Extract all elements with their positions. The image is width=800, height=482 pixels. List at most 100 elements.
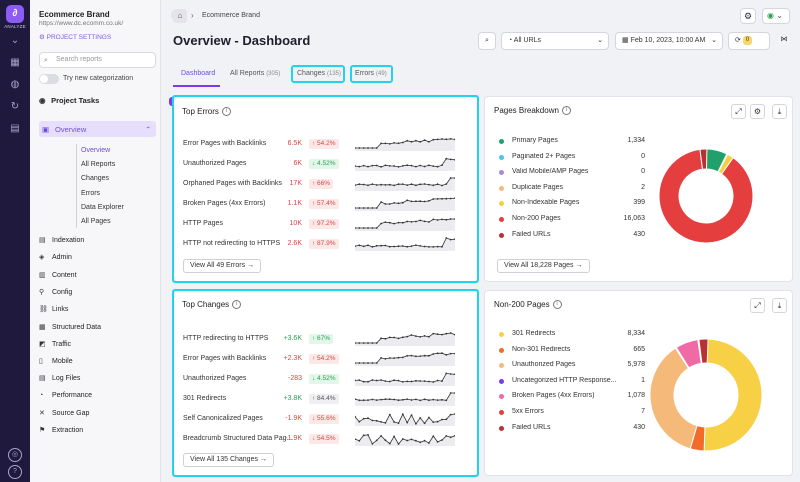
sidebar-item-overview[interactable]: ▣ Overview ⌃	[39, 121, 156, 137]
info-icon[interactable]: i	[552, 300, 562, 310]
table-row[interactable]: Unauthorized Pages -283 ↓ 4.52%	[174, 370, 474, 388]
legend-item[interactable]: Non-301 Redirects 665	[485, 343, 655, 359]
view-all-errors-button[interactable]: View All 49 Errors →	[183, 259, 262, 273]
table-row[interactable]: HTTP redirecting to HTTPS +3.6K ↑ 67%	[174, 330, 474, 348]
sidebar-item-mobile[interactable]: ▯Mobile⌄	[39, 357, 185, 365]
overview-icon: ▣	[42, 125, 50, 134]
sparkline-point	[388, 380, 391, 383]
help-icon[interactable]: ?	[8, 465, 22, 479]
sidebar-subitem[interactable]: Data Explorer	[81, 203, 124, 211]
legend-item[interactable]: Valid Mobile/AMP Pages 0	[485, 165, 655, 181]
sidebar-subitem[interactable]: All Pages	[81, 217, 111, 225]
tab-dashboard[interactable]: Dashboard	[181, 70, 215, 77]
sparkline-point	[401, 221, 404, 224]
row-value: 6K	[293, 160, 302, 167]
legend-item[interactable]: Paginated 2+ Pages 0	[485, 150, 655, 166]
refresh-icon[interactable]: ↻	[10, 101, 20, 112]
date-select[interactable]: ▦ Feb 10, 2023, 10:00 AM ⌄	[615, 32, 723, 50]
url-filter-select[interactable]: ◔ All URLs ⌄	[501, 32, 609, 50]
tab-changes[interactable]: Changes (135)	[297, 70, 341, 77]
sidebar-item-traffic[interactable]: ◩Traffic⌄	[39, 340, 185, 348]
sparkline-area	[355, 138, 455, 151]
donut-slice[interactable]	[649, 347, 698, 450]
sidebar-item-extraction[interactable]: ⚑Extraction⌄	[39, 426, 185, 434]
legend-item[interactable]: Unauthorized Pages 5,978	[485, 358, 655, 374]
donut-slice[interactable]	[699, 148, 708, 170]
sidebar-item-structured-data[interactable]: ▦Structured Data⌄	[39, 323, 185, 331]
sidebar-item-content[interactable]: ▥Content⌄	[39, 271, 185, 279]
expand-button[interactable]: ⤢	[731, 104, 746, 119]
legend-item[interactable]: Broken Pages (4xx Errors) 1,078	[485, 389, 655, 405]
view-all-changes-button[interactable]: View All 135 Changes →	[183, 453, 274, 467]
sparkline-point	[367, 227, 369, 229]
sync-button[interactable]: ⟳ 0	[728, 32, 770, 50]
project-settings-link[interactable]: ⚙ PROJECT SETTINGS	[39, 33, 111, 41]
legend-item[interactable]: Failed URLs 430	[485, 421, 655, 437]
table-row[interactable]: Self Canonicalized Pages -1.9K ↓ 55.6%	[174, 410, 474, 428]
table-row[interactable]: Unauthorized Pages 6K ↓ 4.52%	[174, 155, 474, 173]
sidebar-item-indexation[interactable]: ▤Indexation⌄	[39, 236, 185, 244]
project-settings-label: PROJECT SETTINGS	[46, 34, 112, 41]
clipboard-icon[interactable]: ▤	[10, 123, 20, 134]
donut-slice[interactable]	[703, 338, 763, 452]
table-row[interactable]: 301 Redirects +3.8K ↑ 84.4%	[174, 390, 474, 408]
settings-button[interactable]: ⚙	[740, 8, 756, 24]
legend-item[interactable]: Uncategorized HTTP Response... 1	[485, 374, 655, 390]
sidebar-item-admin[interactable]: ◈Admin⌄	[39, 253, 185, 261]
project-tasks-item[interactable]: ◉ Project Tasks	[39, 96, 99, 105]
expand-button[interactable]: ⤢	[750, 298, 765, 313]
chevron-down-icon[interactable]: ⌄	[10, 35, 20, 46]
sidebar-item-log-files[interactable]: ▤Log Files⌄	[39, 374, 185, 382]
tab-all-reports[interactable]: All Reports (305)	[230, 70, 280, 77]
categorization-toggle[interactable]	[39, 74, 59, 84]
app-logo-icon[interactable]: ∂	[6, 5, 24, 23]
view-all-pages-button[interactable]: View All 18,228 Pages →	[497, 259, 590, 273]
sidebar-item-config[interactable]: ⚲Config⌄	[39, 288, 185, 296]
donut-slice[interactable]	[658, 148, 754, 244]
info-icon[interactable]: i	[221, 107, 231, 117]
breadcrumb[interactable]: Ecommerce Brand	[202, 12, 260, 19]
sparkline-point	[388, 357, 391, 359]
user-menu-button[interactable]: ◉ ⌄	[762, 8, 790, 24]
table-row[interactable]: HTTP Pages 10K ↑ 97.2%	[174, 215, 474, 233]
sparkline-point	[445, 399, 448, 402]
table-row[interactable]: HTTP not redirecting to HTTPS 2.6K ↑ 87.9%	[174, 235, 474, 253]
sidebar-item-source-gap[interactable]: ✕Source Gap⌄	[39, 409, 185, 417]
tab-errors[interactable]: Errors (49)	[355, 70, 387, 77]
legend-item[interactable]: Duplicate Pages 2	[485, 181, 655, 197]
download-button[interactable]: ⤓	[772, 104, 787, 119]
globe-icon[interactable]: ◍	[10, 79, 20, 90]
search-input[interactable]: ⌕ Search reports	[39, 52, 156, 68]
config-icon: ⚲	[39, 288, 45, 296]
sidebar-subitem[interactable]: Overview	[81, 147, 111, 154]
sidebar-item-performance[interactable]: ◔Performance⌄	[39, 392, 185, 400]
info-icon[interactable]: i	[561, 106, 571, 116]
search-button[interactable]: ⌕	[478, 32, 496, 50]
sidebar-item-links[interactable]: ⛓Links⌄	[39, 305, 185, 313]
sidebar-subitem[interactable]: Errors	[81, 189, 101, 197]
share-button[interactable]: ⋈	[775, 32, 793, 50]
table-row[interactable]: Broken Pages (4xx Errors) 1.1K ↑ 57.4%	[174, 195, 474, 213]
globe-settings-icon[interactable]: ◎	[8, 448, 22, 462]
sidebar-subitem[interactable]: All Reports	[81, 161, 116, 169]
sparkline-point	[445, 237, 448, 239]
donut-slice[interactable]	[698, 338, 709, 364]
chart-settings-button[interactable]: ⚙	[750, 104, 765, 119]
legend-item[interactable]: 5xx Errors 7	[485, 405, 655, 421]
legend-item[interactable]: Non-Indexable Pages 399	[485, 196, 655, 212]
grid-icon[interactable]: ▦	[10, 57, 20, 68]
legend-item[interactable]: 301 Redirects 8,334	[485, 327, 655, 343]
home-icon[interactable]: ⌂	[173, 9, 187, 23]
sparkline-point	[401, 201, 404, 204]
table-row[interactable]: Error Pages with Backlinks +2.3K ↑ 54.2%	[174, 350, 474, 368]
sidebar-subitem[interactable]: Changes	[81, 175, 110, 183]
table-row[interactable]: Error Pages with Backlinks 6.5K ↑ 54.2%	[174, 135, 474, 153]
table-row[interactable]: Orphaned Pages with Backlinks 17K ↑ 66%	[174, 175, 474, 193]
arrow-right-icon: →	[259, 456, 267, 463]
legend-item[interactable]: Primary Pages 1,334	[485, 134, 655, 150]
download-button[interactable]: ⤓	[772, 298, 787, 313]
legend-item[interactable]: Failed URLs 430	[485, 228, 655, 244]
table-row[interactable]: Breadcrumb Structured Data Pag... -1.9K ↓ …	[174, 430, 474, 448]
info-icon[interactable]: i	[232, 300, 242, 310]
legend-item[interactable]: Non-200 Pages 16,063	[485, 212, 655, 228]
